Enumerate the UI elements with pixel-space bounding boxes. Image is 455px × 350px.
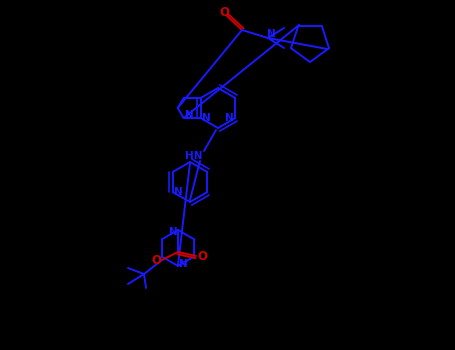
Text: N: N xyxy=(267,29,275,39)
Text: N: N xyxy=(202,113,211,123)
Text: N: N xyxy=(185,110,194,120)
Text: O: O xyxy=(197,250,207,262)
Text: N: N xyxy=(225,113,234,123)
Text: O: O xyxy=(151,254,161,267)
Text: N: N xyxy=(174,187,183,197)
Text: N: N xyxy=(169,227,177,237)
Text: N: N xyxy=(179,259,187,269)
Text: HN: HN xyxy=(185,151,203,161)
Text: O: O xyxy=(219,7,229,20)
